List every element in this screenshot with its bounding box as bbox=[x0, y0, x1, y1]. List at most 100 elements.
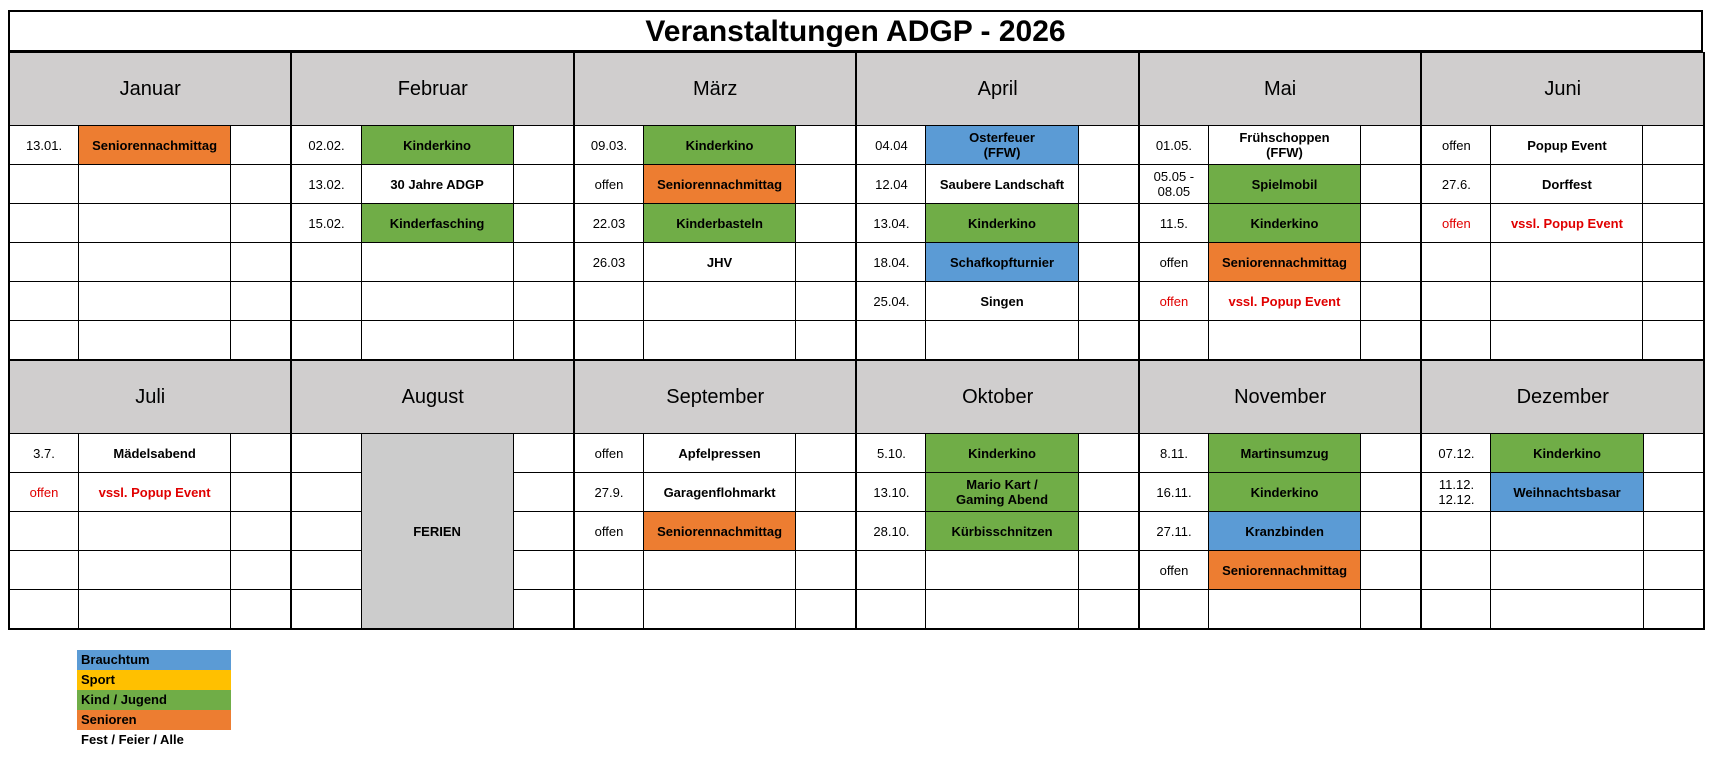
event-date-cell bbox=[1420, 242, 1492, 282]
empty-cell bbox=[795, 320, 857, 361]
event-name-cell bbox=[78, 589, 232, 630]
event-name-cell bbox=[642, 550, 797, 590]
month-header: Juni bbox=[1420, 52, 1705, 126]
empty-cell bbox=[512, 281, 575, 321]
event-name-cell: Apfelpressen bbox=[642, 433, 797, 473]
event-name-cell: Dorffest bbox=[1490, 164, 1644, 204]
calendar-block-second-half: Juli August September Oktober November Dezemb… bbox=[7, 360, 1705, 630]
event-date-cell bbox=[8, 164, 80, 204]
calendar-row: 13.01. Seniorennachmittag 02.02. Kinderkino… bbox=[8, 125, 1706, 165]
empty-cell bbox=[1077, 550, 1140, 590]
event-date-cell: offen bbox=[572, 164, 644, 204]
empty-cell bbox=[1642, 511, 1705, 551]
event-name-cell bbox=[78, 164, 232, 204]
event-date-cell bbox=[290, 472, 362, 512]
empty-cell bbox=[512, 320, 575, 361]
event-name-cell: Kinderfasching bbox=[360, 203, 514, 243]
event-date-cell bbox=[290, 550, 362, 590]
empty-cell bbox=[1077, 589, 1140, 630]
event-date-cell: 15.02. bbox=[290, 203, 362, 243]
empty-cell bbox=[1360, 550, 1422, 590]
empty-cell bbox=[512, 472, 575, 512]
event-name-cell bbox=[1490, 242, 1644, 282]
month-header: September bbox=[572, 360, 857, 434]
event-name-cell: Popup Event bbox=[1490, 125, 1644, 165]
event-date-cell bbox=[572, 550, 644, 590]
empty-cell bbox=[795, 433, 857, 473]
event-date-cell bbox=[855, 320, 927, 361]
month-header: März bbox=[572, 52, 857, 126]
event-date-cell: 11.12. 12.12. bbox=[1420, 472, 1492, 512]
empty-cell bbox=[230, 589, 292, 630]
month-header: Oktober bbox=[855, 360, 1140, 434]
empty-cell bbox=[512, 511, 575, 551]
event-date-cell: 11.5. bbox=[1137, 203, 1209, 243]
event-name-cell bbox=[642, 281, 797, 321]
calendar-row: 15.02. Kinderfasching 22.03 Kinderbasteln 13… bbox=[8, 203, 1706, 243]
empty-cell bbox=[512, 164, 575, 204]
calendar-row bbox=[8, 320, 1706, 361]
event-name-cell bbox=[642, 589, 797, 630]
event-name-cell: Frühschoppen (FFW) bbox=[1207, 125, 1362, 165]
empty-cell bbox=[512, 125, 575, 165]
empty-cell bbox=[1077, 125, 1140, 165]
event-name-cell: Singen bbox=[925, 281, 1079, 321]
empty-cell bbox=[512, 589, 575, 630]
event-name-cell: Osterfeuer (FFW) bbox=[925, 125, 1079, 165]
event-name-cell: Garagenflohmarkt bbox=[642, 472, 797, 512]
event-name-cell: Kinderkino bbox=[925, 433, 1079, 473]
event-name-cell: vssl. Popup Event bbox=[78, 472, 232, 512]
event-date-cell: 04.04 bbox=[855, 125, 927, 165]
event-date-cell: offen bbox=[1420, 125, 1492, 165]
event-name-cell: Kinderkino bbox=[360, 125, 514, 165]
event-date-cell bbox=[1420, 550, 1492, 590]
event-name-cell bbox=[360, 320, 514, 361]
event-date-cell bbox=[8, 589, 80, 630]
empty-cell bbox=[1360, 589, 1422, 630]
empty-cell bbox=[230, 242, 292, 282]
event-date-cell: offen bbox=[572, 511, 644, 551]
event-name-cell: Seniorennachmittag bbox=[642, 164, 797, 204]
event-name-cell: Weihnachtsbasar bbox=[1490, 472, 1644, 512]
event-name-cell: 30 Jahre ADGP bbox=[360, 164, 514, 204]
legend-item-senioren: Senioren bbox=[77, 710, 231, 730]
empty-cell bbox=[1360, 164, 1422, 204]
calendar-row: 13.02. 30 Jahre ADGP offen Seniorennachmitt… bbox=[8, 164, 1706, 204]
empty-cell bbox=[230, 433, 292, 473]
event-date-cell: 5.10. bbox=[855, 433, 927, 473]
event-name-cell bbox=[78, 203, 232, 243]
event-date-cell bbox=[290, 281, 362, 321]
empty-cell bbox=[1077, 511, 1140, 551]
empty-cell bbox=[230, 164, 292, 204]
empty-cell bbox=[230, 550, 292, 590]
month-header: Mai bbox=[1137, 52, 1422, 126]
empty-cell bbox=[1642, 589, 1705, 630]
event-date-cell: 13.10. bbox=[855, 472, 927, 512]
event-date-cell: 8.11. bbox=[1137, 433, 1209, 473]
event-date-cell bbox=[572, 320, 644, 361]
event-date-cell: 27.9. bbox=[572, 472, 644, 512]
calendar-sheet: Veranstaltungen ADGP - 2026 Januar Februa… bbox=[7, 10, 1706, 630]
event-date-cell: 09.03. bbox=[572, 125, 644, 165]
empty-cell bbox=[795, 164, 857, 204]
empty-cell bbox=[1077, 281, 1140, 321]
event-name-cell: Saubere Landschaft bbox=[925, 164, 1079, 204]
empty-cell bbox=[230, 320, 292, 361]
event-date-cell: offen bbox=[572, 433, 644, 473]
event-name-cell: Seniorennachmittag bbox=[1207, 242, 1362, 282]
event-date-cell: offen bbox=[8, 472, 80, 512]
calendar-block-first-half: Januar Februar März April Mai Juni 13.01. Senio… bbox=[7, 52, 1706, 361]
empty-cell bbox=[1360, 203, 1422, 243]
event-name-cell bbox=[78, 511, 232, 551]
event-date-cell: 28.10. bbox=[855, 511, 927, 551]
event-date-cell bbox=[855, 589, 927, 630]
calendar-row: 3.7. Mädelsabend FERIEN offen Apfelpressen 5.… bbox=[8, 433, 1705, 630]
empty-cell bbox=[1360, 320, 1422, 361]
event-date-cell: offen bbox=[1137, 281, 1209, 321]
holiday-block: FERIEN bbox=[360, 433, 514, 630]
event-date-cell: 13.04. bbox=[855, 203, 927, 243]
event-name-cell: vssl. Popup Event bbox=[1207, 281, 1362, 321]
event-date-cell bbox=[290, 320, 362, 361]
event-name-cell bbox=[1490, 550, 1644, 590]
event-date-cell: 02.02. bbox=[290, 125, 362, 165]
